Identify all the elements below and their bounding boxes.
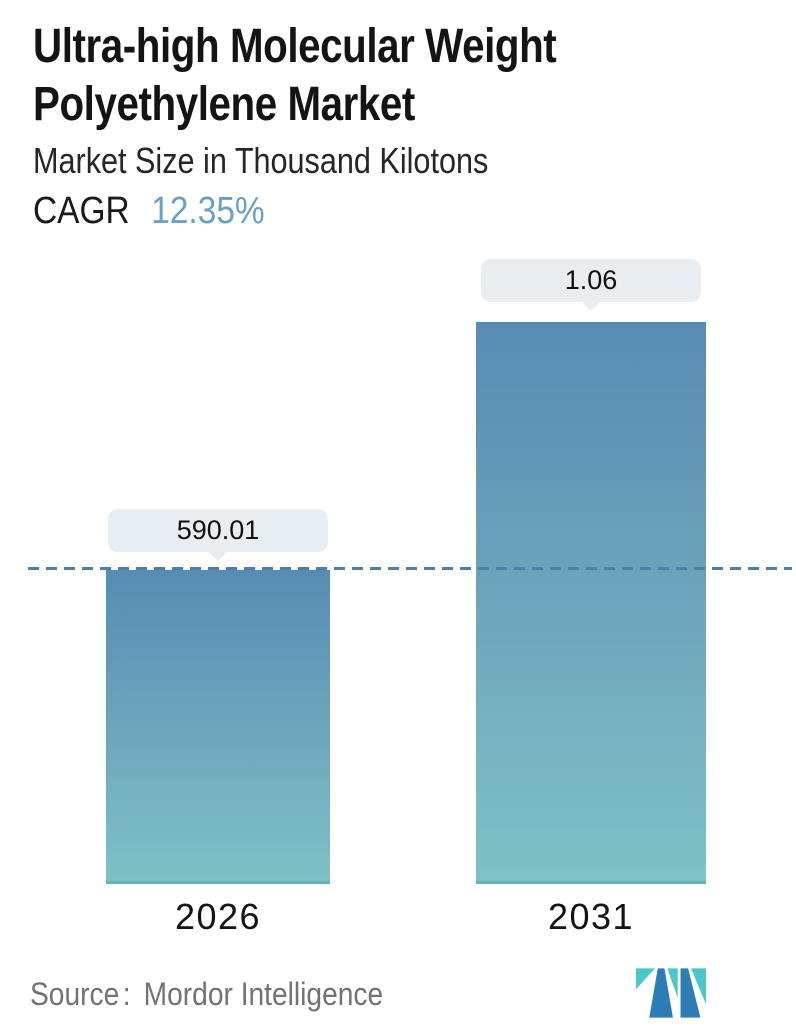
cagr-label: CAGR: [33, 190, 130, 232]
chart-subtitle: Market Size in Thousand Kilotons: [33, 140, 489, 181]
value-label-2031-text: 1.06: [564, 265, 618, 295]
x-axis-label-2031: 2031: [547, 896, 635, 937]
value-label-2031: 1.06: [481, 259, 701, 302]
logo-teal-middle-triangle: [667, 968, 678, 998]
bar-2026[interactable]: [106, 570, 330, 884]
chart-header: Ultra-high Molecular Weight Polyethylene…: [33, 18, 656, 134]
mordor-intelligence-logo: [636, 968, 707, 1018]
bar-2031[interactable]: [476, 322, 706, 884]
value-label-2026: 590.01: [108, 509, 328, 552]
logo-teal-left-triangle: [636, 968, 655, 990]
source-value: Mordor Intelligence: [143, 976, 384, 1012]
source-label: Source: [30, 976, 120, 1012]
logo-blue-right-peak: [680, 968, 701, 1018]
chart-title: Ultra-high Molecular Weight Polyethylene…: [33, 18, 557, 134]
logo-teal-right-triangle: [690, 968, 707, 1005]
value-label-2026-text: 590.01: [176, 515, 260, 545]
cagr-value: 12.35%: [151, 190, 265, 232]
x-axis-label-2026: 2026: [174, 896, 262, 937]
source-separator: :: [122, 976, 131, 1012]
cagr-row: CAGR 12.35%: [33, 190, 265, 233]
reference-dashed-line: [28, 567, 792, 570]
source-attribution: Source: Mordor Intelligence: [30, 976, 383, 1013]
chart-title-line1: Ultra-high Molecular Weight: [33, 20, 557, 73]
logo-blue-left-peak: [649, 968, 673, 1018]
chart-title-line2: Polyethylene Market: [33, 78, 415, 131]
